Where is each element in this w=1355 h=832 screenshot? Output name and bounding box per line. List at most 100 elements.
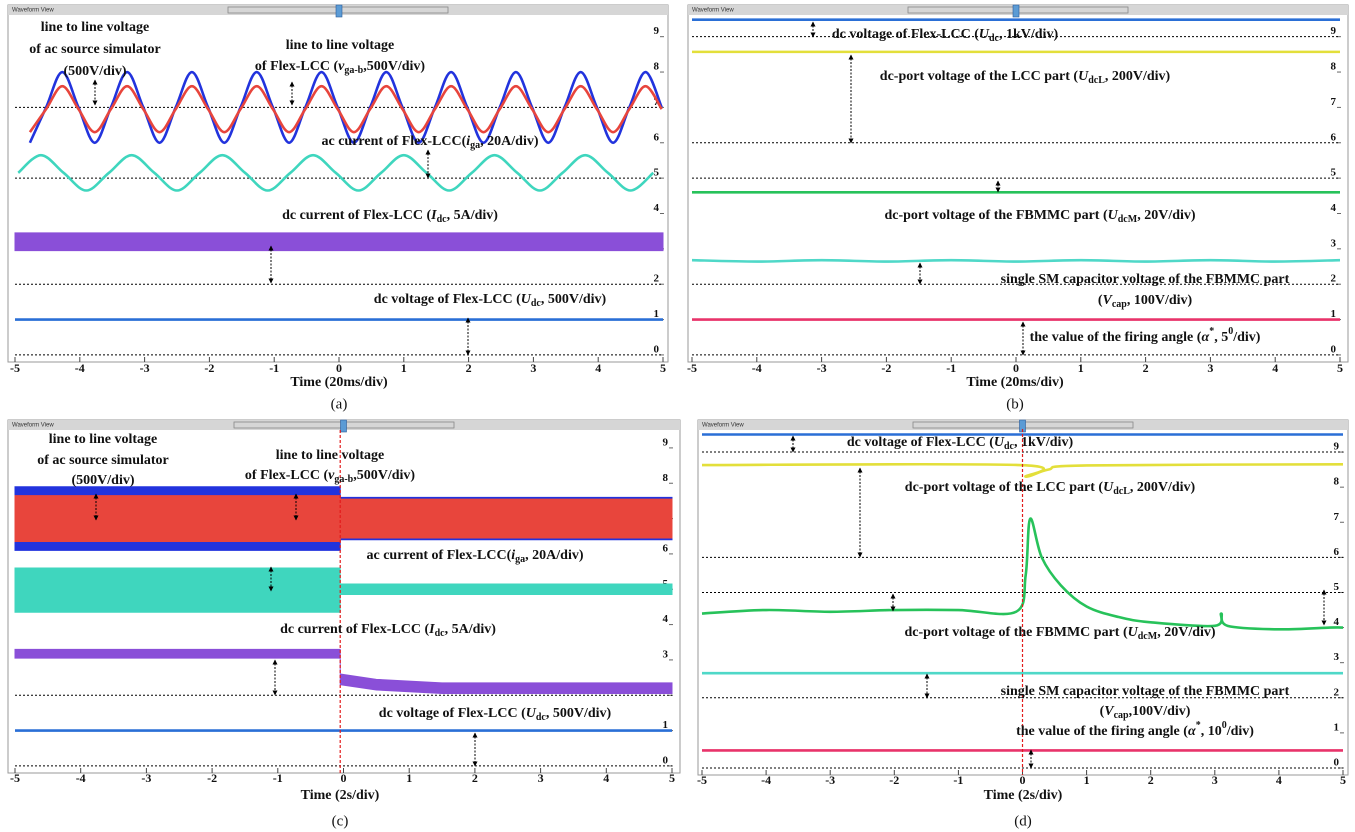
x-tick-label: -5: [687, 361, 697, 375]
y-tick-label: 6: [1331, 131, 1337, 143]
annotation-part: dc-port voltage of the FBMMC part (: [904, 625, 1128, 640]
y-tick-label: 4: [1331, 202, 1337, 214]
x-tick-label: 2: [1143, 361, 1149, 375]
annotation-part: , 200V/div): [1105, 69, 1171, 84]
x-tick-label: -1: [953, 773, 963, 787]
annotation-part: dc voltage of Flex-LCC (: [374, 292, 521, 307]
annotation-part: of Flex-LCC (: [245, 468, 329, 483]
panel-caption: (a): [331, 396, 348, 412]
annotation-part: dc: [531, 298, 542, 309]
annotation-part: , 500V/div): [541, 292, 607, 307]
x-tick-label: 2: [466, 361, 472, 375]
x-tick-label: 3: [1207, 361, 1213, 375]
annotation: line to line voltage: [41, 20, 150, 35]
annotation: of Flex-LCC (vga-b,500V/div): [245, 468, 416, 485]
y-tick-label: 2: [654, 273, 660, 285]
annotation-part: , 500V/div): [546, 706, 612, 721]
trace-band: [15, 496, 672, 542]
annotation-part: cap: [1112, 299, 1127, 310]
x-tick-label: 0: [341, 771, 347, 785]
annotation-part: line to line voltage: [49, 432, 158, 447]
x-axis-label: Time (20ms/div): [290, 375, 388, 390]
annotation: dc voltage of Flex-LCC (Udc, 1kV/div): [832, 27, 1059, 44]
y-tick-label: 8: [654, 61, 660, 73]
annotation-part: , 20V/div): [1137, 208, 1196, 223]
annotation-part: cap: [1114, 710, 1129, 721]
x-tick-label: 4: [1276, 773, 1282, 787]
trace-band: [15, 233, 663, 251]
annotation-part: dc voltage of Flex-LCC (: [379, 706, 526, 721]
annotation: ac current of Flex-LCC(iga, 20A/div): [322, 134, 539, 151]
annotation-part: ga-b: [344, 65, 363, 76]
x-tick-label: -2: [204, 361, 214, 375]
x-tick-label: -5: [10, 771, 20, 785]
x-tick-label: 1: [1078, 361, 1084, 375]
x-tick-label: 2: [1148, 773, 1154, 787]
annotation-part: of ac source simulator: [37, 453, 169, 468]
annotation-part: ga: [470, 140, 480, 151]
x-tick-label: 3: [538, 771, 544, 785]
annotation-part: ac current of Flex-LCC(: [367, 548, 512, 563]
annotation: dc voltage of Flex-LCC (Udc, 500V/div): [379, 706, 612, 723]
annotation-part: , 1kV/div): [999, 27, 1058, 42]
y-tick-label: 2: [1331, 273, 1337, 285]
x-axis-label: Time (2s/div): [984, 788, 1063, 803]
y-tick-label: 3: [663, 648, 669, 660]
annotation: dc-port voltage of the FBMMC part (UdcM,…: [884, 208, 1195, 225]
x-tick-label: -4: [761, 773, 771, 787]
annotation-part: dc current of Flex-LCC (: [282, 208, 431, 223]
y-tick-label: 8: [1334, 476, 1340, 488]
annotation-part: , 20V/div): [1157, 625, 1216, 640]
trace: [692, 260, 1340, 261]
cursor-marker: [336, 5, 342, 17]
x-tick-label: 4: [595, 361, 601, 375]
y-tick-label: 2: [1334, 686, 1340, 698]
annotation: dc-port voltage of the FBMMC part (UdcM,…: [904, 625, 1215, 642]
annotation-part: /div): [1232, 330, 1261, 345]
annotation: of ac source simulator: [37, 453, 169, 468]
annotation-part: (500V/div): [64, 64, 127, 79]
cursor-marker: [1013, 5, 1019, 17]
annotation-part: dc-port voltage of the FBMMC part (: [884, 208, 1108, 223]
annotation-part: ,500V/div): [363, 59, 425, 74]
y-tick-label: 9: [1334, 441, 1340, 453]
annotation: line to line voltage: [49, 432, 158, 447]
annotation-part: the value of the firing angle (: [1016, 724, 1188, 739]
x-tick-label: 5: [1337, 361, 1343, 375]
annotation: line to line voltage: [286, 38, 395, 53]
x-tick-label: 3: [530, 361, 536, 375]
annotation-part: line to line voltage: [41, 20, 150, 35]
x-tick-label: -2: [207, 771, 217, 785]
annotation-part: , 20A/div): [525, 548, 584, 563]
annotation-part: , 10: [1201, 724, 1222, 739]
window-title: Waveform View: [12, 423, 54, 429]
panel-caption: (c): [332, 813, 349, 829]
annotation-part: , 5A/div): [447, 208, 499, 223]
annotation-part: (500V/div): [72, 473, 135, 488]
y-tick-label: 6: [1334, 546, 1340, 558]
annotation-part: /div): [1226, 724, 1255, 739]
annotation-part: , 5: [1214, 330, 1228, 345]
y-tick-label: 6: [663, 542, 669, 554]
x-tick-label: 4: [1272, 361, 1278, 375]
y-tick-label: 0: [1334, 757, 1340, 769]
annotation-part: the value of the firing angle (: [1030, 330, 1202, 345]
panel-caption: (b): [1006, 396, 1024, 412]
y-tick-label: 5: [1334, 581, 1340, 593]
annotation-part: , 200V/div): [1130, 480, 1196, 495]
y-tick-label: 5: [654, 167, 660, 179]
y-tick-label: 1: [1334, 721, 1340, 733]
x-tick-label: 1: [1084, 773, 1090, 787]
window-title: Waveform View: [12, 8, 54, 14]
x-tick-label: 5: [1340, 773, 1346, 787]
annotation: of ac source simulator: [29, 42, 161, 57]
x-axis-label: Time (2s/div): [301, 788, 380, 803]
annotation-part: , 20A/div): [480, 134, 539, 149]
annotation-part: single SM capacitor voltage of the FBMMC…: [1001, 684, 1290, 699]
y-tick-label: 0: [663, 754, 669, 766]
annotation-part: dcL: [1113, 486, 1130, 497]
annotation: dc-port voltage of the LCC part (UdcL, 2…: [880, 69, 1171, 86]
annotation: of Flex-LCC (vga-b,500V/div): [255, 59, 426, 76]
x-tick-label: 5: [669, 771, 675, 785]
x-tick-label: -3: [817, 361, 827, 375]
